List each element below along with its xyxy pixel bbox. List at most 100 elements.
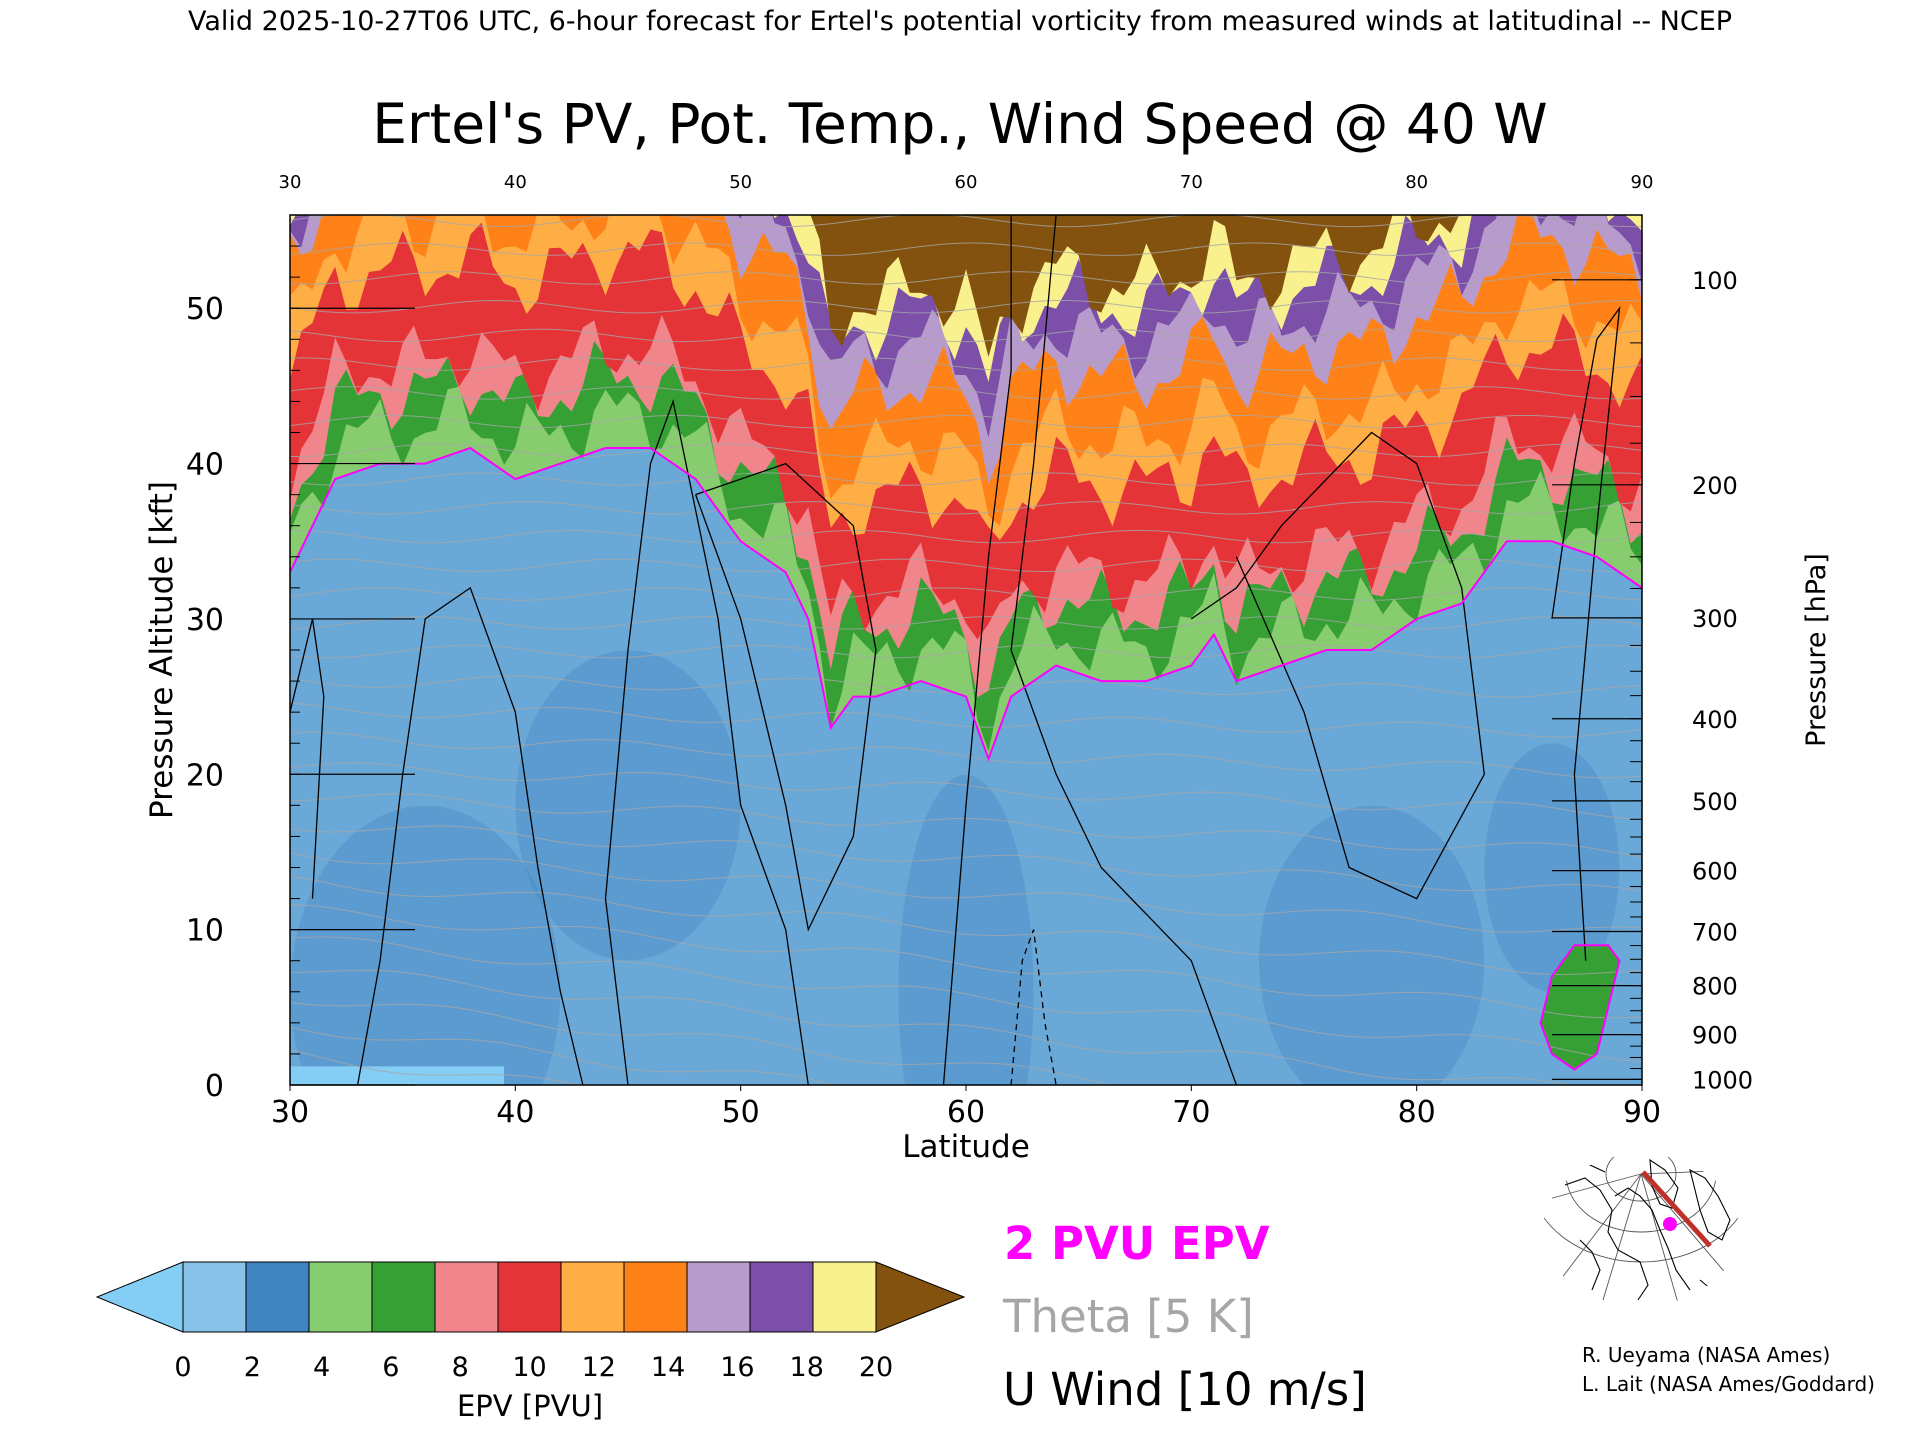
epv-band: [290, 215, 1642, 382]
colorbar-tick-label: 20: [859, 1352, 893, 1383]
colorbar-label: EPV [PVU]: [457, 1389, 603, 1423]
colorbar-swatch: [623, 1261, 688, 1333]
wind-contour: [1551, 305, 1621, 961]
epv-band: [810, 215, 1460, 357]
theta-contour: [290, 299, 1642, 314]
theta-contour: [290, 852, 1642, 933]
colorbar: 0 2 4 6 8 10 12 14 16 18 20: [95, 1261, 966, 1383]
x-axis-label: Latitude: [902, 1129, 1030, 1165]
pressure-tick-label: 500: [1692, 788, 1738, 816]
theta-contour: [290, 793, 1642, 858]
wind-contour: [1190, 431, 1485, 900]
theta-contour: [290, 386, 1642, 400]
map-marker: [1663, 1217, 1677, 1231]
theta-contour: [290, 644, 1642, 659]
low-pv-shading: [515, 650, 741, 961]
y-axis-right-label: Pressure [hPa]: [1801, 553, 1832, 747]
theta-contour: [290, 558, 1642, 573]
pressure-tick-label: 900: [1692, 1022, 1738, 1050]
colorbar-tick-label: 2: [244, 1352, 261, 1383]
theta-contour: [290, 675, 1642, 698]
y-axis-label: Pressure Altitude [kft]: [144, 481, 180, 819]
colorbar-swatch: [371, 1261, 436, 1333]
legend-wind: U Wind [10 m/s]: [1003, 1363, 1367, 1416]
colorbar-swatch: [434, 1261, 499, 1333]
legend-epv: 2 PVU EPV: [1004, 1217, 1270, 1270]
theta-contour: [290, 328, 1642, 343]
x-top-tick-label: 50: [729, 172, 752, 193]
theta-contour: [290, 472, 1642, 486]
colorbar-swatch: [812, 1261, 877, 1333]
colorbar-tick-label: 12: [582, 1352, 616, 1383]
theta-contour: [290, 443, 1642, 458]
colorbar-tick-label: 14: [651, 1352, 685, 1383]
colorbar-under-arrow: [95, 1261, 184, 1333]
x-tick-label: 80: [1398, 1095, 1436, 1130]
theta-contour: [290, 587, 1642, 601]
theta-contour: [290, 702, 1642, 738]
theta-contour: [290, 271, 1642, 285]
stratosphere-bands: [290, 215, 1642, 1085]
pressure-tick-label: 100: [1692, 267, 1738, 295]
locator-map: [1543, 1154, 1740, 1306]
theta-contour: [290, 1026, 837, 1085]
colorbar-tick-label: 16: [720, 1352, 754, 1383]
pressure-tick-label: 400: [1692, 706, 1738, 734]
x-top-tick-label: 40: [504, 172, 527, 193]
wind-contour: [1010, 929, 1057, 1085]
colorbar-tick-label: 10: [512, 1352, 546, 1383]
wind-contour: [694, 462, 877, 932]
epv-2pvu-contours: [290, 446, 1642, 1071]
x-tick-label: 90: [1623, 1095, 1661, 1130]
wind-contour: [356, 586, 584, 1085]
wind-contours: [290, 215, 1621, 1085]
y-tick-label: 10: [186, 914, 224, 949]
low-pv-shading: [1259, 805, 1485, 1085]
theta-contour: [290, 501, 1642, 515]
theta-contour: [290, 825, 1642, 892]
colorbar-swatch: [182, 1261, 247, 1333]
under-range-region: [290, 1066, 505, 1085]
theta-contour: [290, 1049, 580, 1085]
theta-contour: [290, 1001, 1113, 1085]
theta-contour: [290, 875, 1642, 976]
x-tick-label: 30: [271, 1095, 309, 1130]
x-axis-bottom: 30 40 50 60 70 80 90: [271, 1085, 1661, 1130]
colorbar-swatch: [560, 1261, 625, 1333]
colorbar-over-arrow: [875, 1261, 966, 1333]
x-tick-label: 70: [1172, 1095, 1210, 1130]
y-axis-right: 100 200 300 400 500 600 700 800 900 1000: [1552, 267, 1753, 1094]
colorbar-swatch: [686, 1261, 751, 1333]
epv-2pvu-lower-region: [1539, 944, 1621, 1071]
x-axis-top: 30 40 50 60 70 80 90: [279, 172, 1654, 193]
theta-contour: [290, 242, 1642, 256]
wind-contour: [942, 215, 1012, 1085]
theta-contour: [290, 936, 1642, 1062]
pressure-tick-label: 200: [1692, 472, 1738, 500]
chart-title: Ertel's PV, Pot. Temp., Wind Speed @ 40 …: [372, 92, 1547, 156]
wind-contour: [290, 618, 325, 899]
map-track: [1641, 1170, 1712, 1248]
pressure-tick-label: 300: [1692, 605, 1738, 633]
credit-2: L. Lait (NASA Ames/Goddard): [1582, 1372, 1875, 1396]
low-pv-shading: [290, 805, 561, 1085]
credit-1: R. Ueyama (NASA Ames): [1582, 1343, 1830, 1367]
x-top-tick-label: 70: [1180, 172, 1203, 193]
x-top-tick-label: 90: [1631, 172, 1654, 193]
colorbar-swatch: [245, 1261, 310, 1333]
x-tick-label: 60: [947, 1095, 985, 1130]
theta-contour: [290, 904, 1642, 1019]
y-tick-label: 40: [186, 448, 224, 483]
colorbar-tick-label: 8: [452, 1352, 469, 1383]
theta-contours: [290, 215, 1642, 1085]
x-tick-label: 40: [496, 1095, 534, 1130]
colorbar-swatch: [749, 1261, 814, 1333]
theta-contour: [290, 357, 1642, 371]
colorbar-tick-label: 18: [790, 1352, 824, 1383]
colorbar-swatch: [308, 1261, 373, 1333]
theta-contour: [290, 731, 1642, 779]
x-tick-label: 50: [722, 1095, 760, 1130]
forecast-header: Valid 2025-10-27T06 UTC, 6-hour forecast…: [188, 6, 1732, 37]
y-tick-label: 0: [205, 1069, 224, 1104]
